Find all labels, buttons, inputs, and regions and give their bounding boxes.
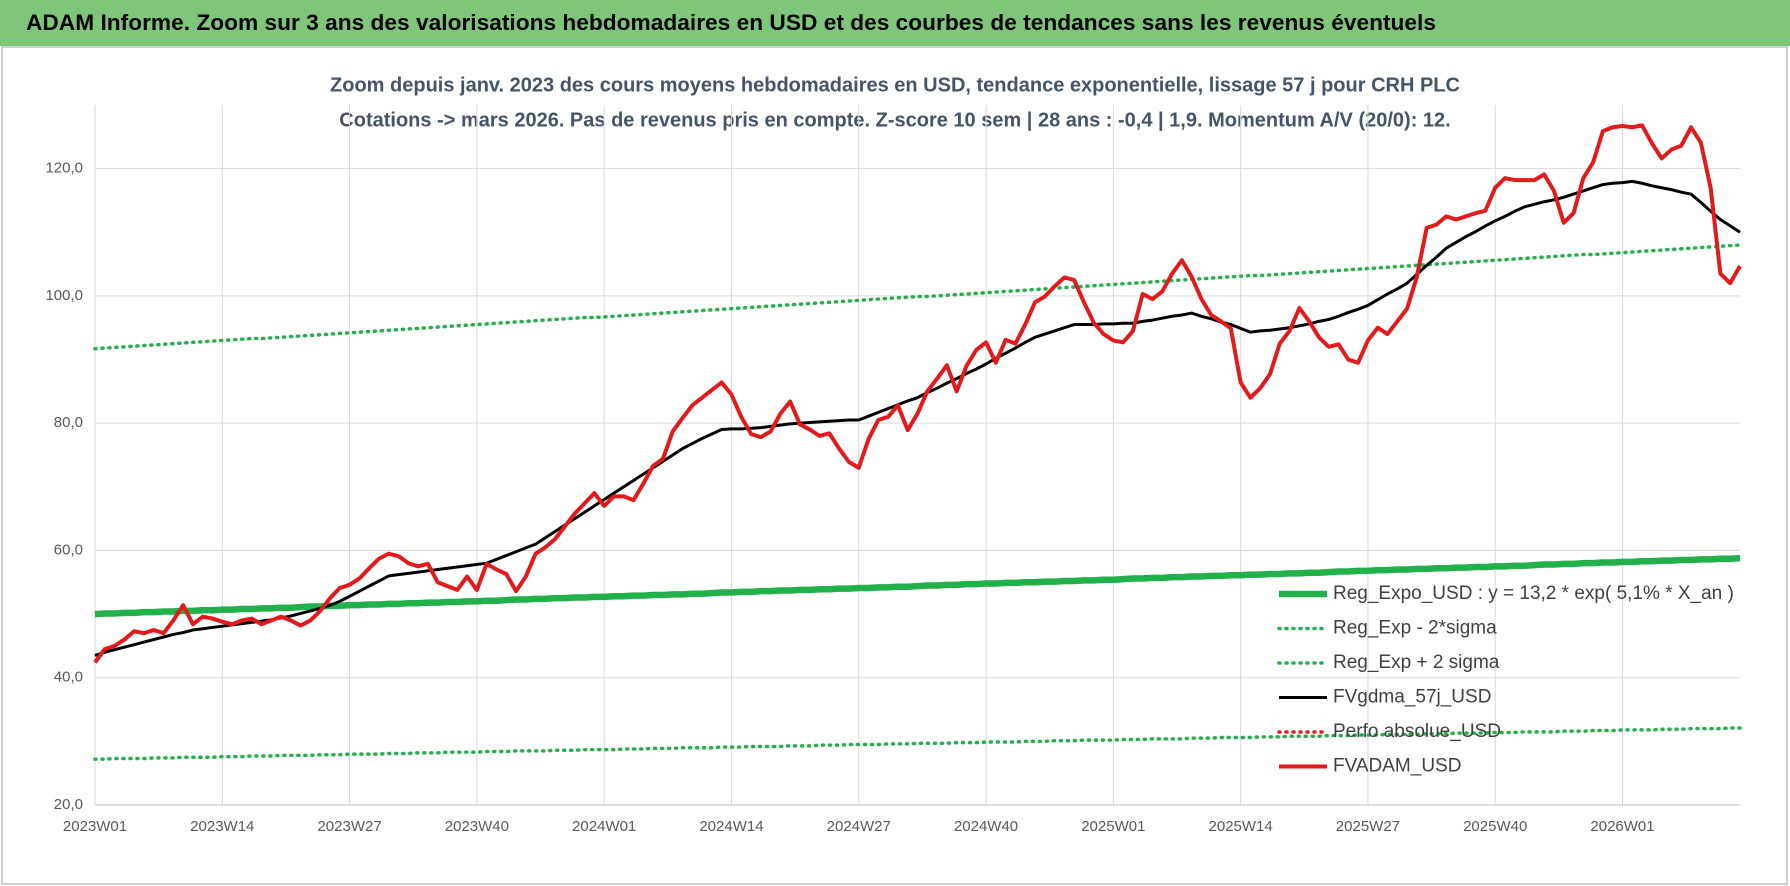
x-tick-label: 2025W40 <box>1463 818 1527 835</box>
x-tick-label: 2026W01 <box>1590 818 1654 835</box>
x-tick-label: 2024W27 <box>827 818 891 835</box>
y-tick-label: 20,0 <box>54 796 83 813</box>
x-tick-label: 2024W01 <box>572 818 636 835</box>
y-tick-label: 60,0 <box>54 541 83 558</box>
y-tick-label: 40,0 <box>54 669 83 686</box>
header-title: ADAM Informe. Zoom sur 3 ans des valoris… <box>26 10 1436 35</box>
series-line <box>94 179 1741 657</box>
legend-label: FVgdma_57j_USD <box>1333 687 1491 708</box>
x-tick-label: 2023W27 <box>317 818 381 835</box>
legend-label: Reg_Exp - 2*sigma <box>1333 618 1497 639</box>
legend-label: Reg_Exp + 2 sigma <box>1333 652 1500 673</box>
plot <box>93 123 1742 761</box>
x-tick-label: 2024W40 <box>954 818 1018 835</box>
legend: Reg_Expo_USD : y = 13,2 * exp( 5,1% * X_… <box>1277 583 1734 777</box>
y-tick-label: 80,0 <box>54 414 83 431</box>
x-tick-label: 2024W14 <box>699 818 763 835</box>
series-line <box>93 123 1742 664</box>
y-tick-label: 100,0 <box>45 287 83 304</box>
legend-label: Reg_Expo_USD : y = 13,2 * exp( 5,1% * X_… <box>1333 583 1734 604</box>
legend-label: Perfo absolue_USD <box>1333 721 1501 742</box>
x-tick-label: 2023W40 <box>445 818 509 835</box>
legend-label: FVADAM_USD <box>1333 756 1461 777</box>
x-tick-label: 2025W01 <box>1081 818 1145 835</box>
x-tick-label: 2025W27 <box>1336 818 1400 835</box>
x-tick-label: 2025W14 <box>1209 818 1273 835</box>
chart-subtitle: Cotations -> mars 2026. Pas de revenus p… <box>339 109 1450 131</box>
chart-frame <box>1 46 1788 885</box>
series-line <box>93 726 1742 761</box>
x-tick-label: 2023W01 <box>63 818 127 835</box>
series-line <box>93 243 1742 351</box>
grid: 20,0 40,0 60,0 80,0 100,0 120,0 2023W01 2023W14… <box>45 105 1740 835</box>
chart-title: Zoom depuis janv. 2023 des cours moyens … <box>330 74 1460 96</box>
y-tick-label: 120,0 <box>45 160 83 177</box>
x-tick-label: 2023W14 <box>190 818 254 835</box>
header-bar <box>0 0 1790 46</box>
series-line <box>94 554 1741 618</box>
